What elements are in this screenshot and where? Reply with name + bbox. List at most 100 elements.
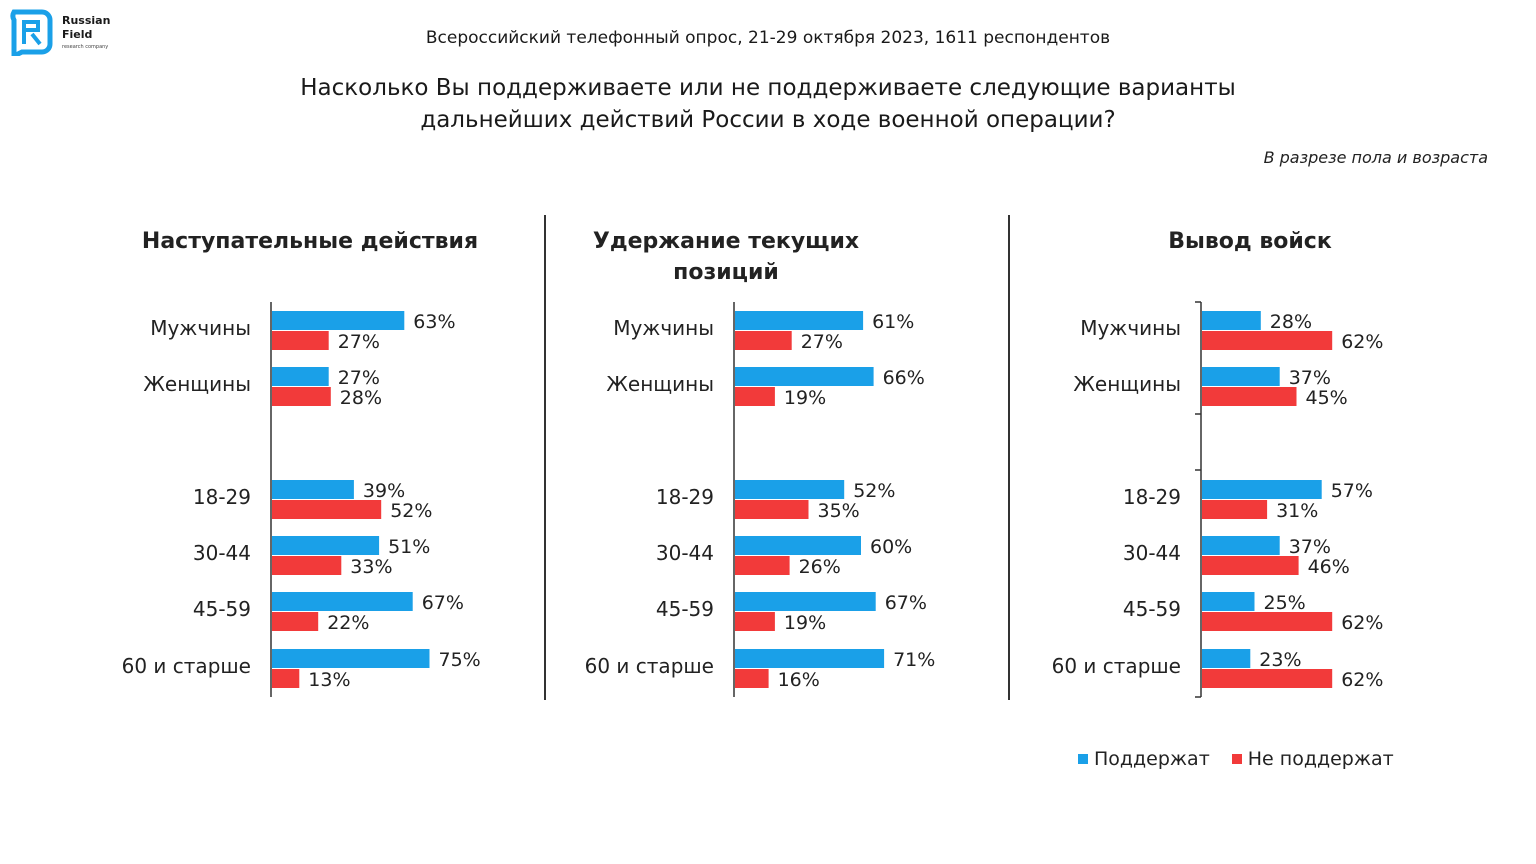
bar-support xyxy=(1202,592,1255,611)
category-label: 60 и старше xyxy=(122,654,251,678)
category-label: Женщины xyxy=(1073,372,1181,396)
data-label: 62% xyxy=(1341,612,1383,634)
category-label: Мужчины xyxy=(1080,316,1181,340)
bar-support xyxy=(1202,480,1322,499)
bar-support xyxy=(1202,311,1261,330)
data-label: 19% xyxy=(784,387,826,409)
bar-support xyxy=(1202,649,1251,668)
data-label: 19% xyxy=(784,612,826,634)
data-label: 46% xyxy=(1308,556,1350,578)
category-label: 18-29 xyxy=(193,485,251,509)
bar-support xyxy=(735,649,885,668)
survey-info: Всероссийский телефонный опрос, 21-29 ок… xyxy=(425,28,1111,48)
question-title: Насколько Вы поддерживаете или не поддер… xyxy=(0,72,1536,136)
russian-field-logo-icon xyxy=(10,9,53,61)
data-label: 52% xyxy=(853,480,895,502)
data-label: 75% xyxy=(439,649,481,671)
bar-not-support xyxy=(735,387,775,406)
data-label: 63% xyxy=(413,311,455,333)
bar-not-support xyxy=(735,669,769,688)
brand-name: Russian Field xyxy=(62,14,111,41)
bar-support xyxy=(1202,367,1280,386)
bar-support xyxy=(272,649,430,668)
bar-not-support xyxy=(272,500,382,519)
data-label: 31% xyxy=(1276,500,1318,522)
data-label: 57% xyxy=(1331,480,1373,502)
category-label: 60 и старше xyxy=(585,654,714,678)
legend: Поддержат Не поддержат xyxy=(1078,748,1394,770)
bar-support xyxy=(272,536,380,555)
brand-subtitle: research company xyxy=(62,44,109,50)
breakdown-note: В разрезе пола и возраста xyxy=(1263,148,1488,167)
legend-swatch-support xyxy=(1078,754,1088,764)
category-label: 45-59 xyxy=(1123,597,1181,621)
data-label: 62% xyxy=(1341,669,1383,691)
category-label: 60 и старше xyxy=(1052,654,1181,678)
data-label: 60% xyxy=(870,536,912,558)
data-label: 71% xyxy=(893,649,935,671)
panel-title-withdraw: Вывод войск xyxy=(1168,229,1332,254)
bar-support xyxy=(1202,536,1280,555)
data-label: 35% xyxy=(818,500,860,522)
category-label: Мужчины xyxy=(613,316,714,340)
legend-label-support: Поддержат xyxy=(1094,748,1210,770)
data-label: 61% xyxy=(872,311,914,333)
bar-support xyxy=(735,311,864,330)
data-label: 28% xyxy=(1270,311,1312,333)
data-label: 62% xyxy=(1341,331,1383,353)
bar-not-support xyxy=(735,612,775,631)
data-label: 22% xyxy=(327,612,369,634)
bar-not-support xyxy=(272,556,342,575)
bar-support xyxy=(735,480,845,499)
category-label: 30-44 xyxy=(1123,541,1181,565)
data-label: 33% xyxy=(350,556,392,578)
data-label: 13% xyxy=(308,669,350,691)
data-label: 28% xyxy=(340,387,382,409)
data-label: 25% xyxy=(1264,592,1306,614)
data-label: 23% xyxy=(1259,649,1301,671)
category-label: Женщины xyxy=(606,372,714,396)
data-label: 52% xyxy=(390,500,432,522)
bar-support xyxy=(272,592,413,611)
category-label: Женщины xyxy=(143,372,251,396)
category-label: 45-59 xyxy=(656,597,714,621)
bar-not-support xyxy=(1202,612,1333,631)
legend-item-not-support: Не поддержат xyxy=(1231,748,1394,770)
bar-not-support xyxy=(735,500,809,519)
category-label: 45-59 xyxy=(193,597,251,621)
bar-not-support xyxy=(735,331,792,350)
bar-support xyxy=(735,536,861,555)
bar-not-support xyxy=(1202,669,1333,688)
question-line-2: дальнейших действий России в ходе военно… xyxy=(420,107,1116,133)
data-label: 37% xyxy=(1289,367,1331,389)
bar-support xyxy=(735,592,876,611)
data-label: 27% xyxy=(338,367,380,389)
data-label: 39% xyxy=(363,480,405,502)
brand-logo: Russian Field research company xyxy=(8,8,118,61)
bar-not-support xyxy=(272,387,331,406)
bar-support xyxy=(735,367,874,386)
panel-title-hold: Удержание текущих позиций xyxy=(592,229,860,285)
panel-divider-1 xyxy=(544,215,546,700)
data-label: 16% xyxy=(778,669,820,691)
data-label: 27% xyxy=(338,331,380,353)
data-label: 27% xyxy=(801,331,843,353)
data-label: 67% xyxy=(885,592,927,614)
category-label: 30-44 xyxy=(193,541,251,565)
data-label: 45% xyxy=(1306,387,1348,409)
bar-support xyxy=(272,367,329,386)
bar-not-support xyxy=(1202,556,1299,575)
data-label: 51% xyxy=(388,536,430,558)
bar-not-support xyxy=(1202,331,1333,350)
data-label: 66% xyxy=(883,367,925,389)
bar-not-support xyxy=(272,612,319,631)
legend-label-not-support: Не поддержат xyxy=(1247,748,1394,770)
bar-not-support xyxy=(272,331,329,350)
question-line-1: Насколько Вы поддерживаете или не поддер… xyxy=(300,75,1236,101)
data-label: 67% xyxy=(422,592,464,614)
category-label: 18-29 xyxy=(656,485,714,509)
panel-divider-2 xyxy=(1008,215,1010,700)
bar-support xyxy=(272,311,405,330)
legend-item-support: Поддержат xyxy=(1078,748,1210,770)
